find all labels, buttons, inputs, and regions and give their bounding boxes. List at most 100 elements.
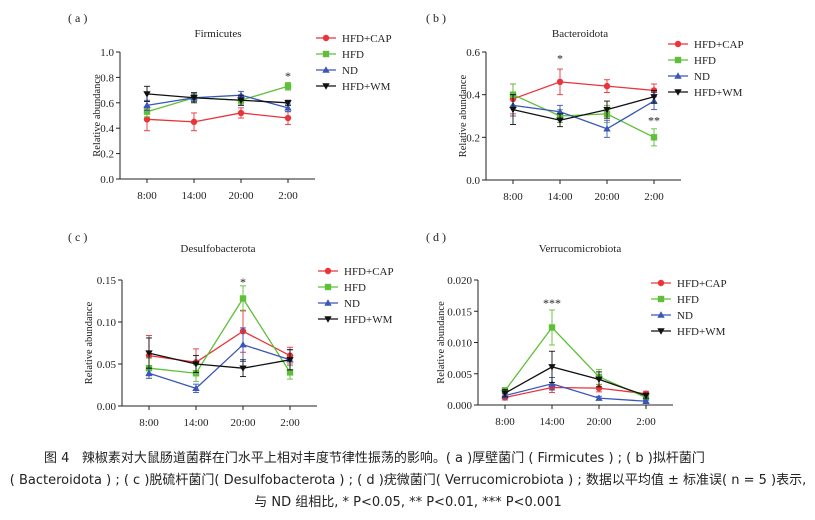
data-point: [556, 108, 564, 115]
legend-label: HFD+CAP: [694, 39, 744, 51]
data-point: [603, 125, 611, 132]
data-point: [548, 324, 556, 331]
data-point: [650, 94, 658, 101]
legend-marker: [324, 299, 332, 306]
data-point: [192, 361, 200, 368]
series-line: [512, 96, 655, 121]
significance-mark: *: [240, 275, 246, 289]
data-point: [192, 384, 200, 392]
x-tick-label: 20:00: [228, 190, 254, 202]
series-line: [504, 366, 647, 397]
y-tick-label: 0.2: [100, 149, 114, 161]
legend-marker: [324, 267, 332, 275]
caption-label: 图 4: [44, 451, 70, 466]
y-tick-label: 0.05: [97, 359, 117, 371]
legend-item: HFD+WM: [651, 326, 726, 338]
data-point: [509, 106, 517, 114]
legend-marker: [324, 316, 332, 323]
y-axis-label: Relative abundance: [436, 301, 447, 384]
legend-item: HFD: [318, 282, 366, 294]
data-point: [556, 117, 564, 124]
legend-label: HFD+WM: [344, 314, 393, 326]
series-hfd: [501, 309, 650, 401]
panel-label: ( a ): [68, 11, 87, 25]
legend-label: ND: [344, 298, 360, 310]
y-tick-label: 0.2: [466, 132, 480, 144]
x-tick-label: 2:00: [636, 416, 656, 428]
y-tick-label: 0.4: [100, 123, 114, 135]
data-point: [239, 365, 247, 372]
series-line: [512, 81, 655, 100]
y-tick-label: 0.000: [447, 400, 472, 412]
series-line: [504, 386, 647, 399]
data-point: [286, 357, 294, 364]
panel-label: ( c ): [68, 230, 87, 244]
legend-label: ND: [694, 71, 710, 83]
legend-marker: [657, 328, 665, 335]
data-point: [239, 340, 247, 348]
data-point: [143, 116, 151, 123]
legend-marker: [657, 295, 665, 303]
chart-title: Firmicutes: [194, 28, 241, 40]
series-line: [148, 352, 291, 369]
x-tick-label: 2:00: [644, 191, 664, 203]
x-tick-label: 2:00: [280, 417, 300, 429]
legend-marker: [322, 66, 330, 73]
data-point: [143, 91, 151, 98]
y-tick-label: 0.8: [100, 72, 114, 84]
chart-panel-4: ( d ) Verrucomicrobiota 0.000 0.005 0.010 0.0…: [426, 230, 727, 428]
chart-panel-2: ( b ) Bacteroidota 0.0 0.2 0.4 0.6 8:00 14:00 20…: [426, 11, 744, 203]
x-tick-label: 14:00: [181, 190, 207, 202]
series-hfd-wm: [509, 89, 658, 128]
chart-title: Verrucomicrobiota: [539, 243, 622, 255]
legend-item: HFD+WM: [668, 87, 743, 99]
series-line: [146, 93, 289, 104]
x-tick-label: 20:00: [230, 417, 256, 429]
legend-item: HFD+WM: [318, 314, 393, 326]
data-point: [190, 95, 198, 102]
legend-label: HFD+WM: [677, 326, 726, 338]
caption-line-3: 与 ND 组相比, * P<0.05, ** P<0.01, *** P<0.0…: [254, 495, 562, 510]
legend-marker: [322, 34, 330, 42]
caption-line-2: ( Bacteroidota ) ; ( c )脱硫杆菌门( Desulfoba…: [9, 473, 807, 488]
data-point: [284, 100, 292, 107]
data-point: [145, 350, 153, 357]
legend-label: HFD+WM: [694, 87, 743, 99]
panel-label: ( b ): [426, 11, 446, 25]
x-tick-label: 8:00: [495, 416, 515, 428]
x-tick-label: 14:00: [547, 191, 573, 203]
legend-item: HFD+CAP: [651, 278, 727, 290]
y-axis-label: Relative abundance: [458, 74, 469, 157]
chart-title: Desulfobacterota: [180, 243, 255, 255]
legend-marker: [322, 50, 330, 58]
y-tick-label: 0.010: [447, 338, 472, 350]
legend-marker: [674, 89, 682, 96]
data-point: [595, 394, 603, 401]
data-point: [642, 397, 650, 404]
legend-item: ND: [316, 65, 358, 77]
chart-title: Bacteroidota: [552, 28, 608, 40]
y-tick-label: 1.0: [100, 47, 114, 59]
legend-label: HFD+CAP: [677, 278, 727, 290]
x-tick-label: 8:00: [137, 190, 157, 202]
significance-mark: **: [648, 114, 660, 128]
data-point: [501, 390, 509, 397]
legend-marker: [324, 283, 332, 291]
legend-item: HFD+CAP: [668, 39, 744, 51]
x-tick-label: 8:00: [139, 417, 159, 429]
data-point: [284, 83, 292, 90]
data-point: [284, 104, 292, 111]
legend-item: ND: [668, 71, 710, 83]
series-line: [512, 94, 655, 138]
y-tick-label: 0.6: [100, 98, 114, 110]
significance-mark: *: [557, 52, 563, 66]
legend-item: HFD+CAP: [318, 266, 394, 278]
x-tick-label: 14:00: [183, 417, 209, 429]
significance-mark: *: [285, 69, 291, 83]
y-axis-label: Relative abundance: [84, 301, 95, 384]
x-tick-label: 2:00: [278, 190, 298, 202]
data-point: [603, 106, 611, 114]
series-line: [504, 326, 647, 399]
y-tick-label: 0.00: [97, 401, 117, 413]
series-hfd-cap: [509, 68, 658, 115]
